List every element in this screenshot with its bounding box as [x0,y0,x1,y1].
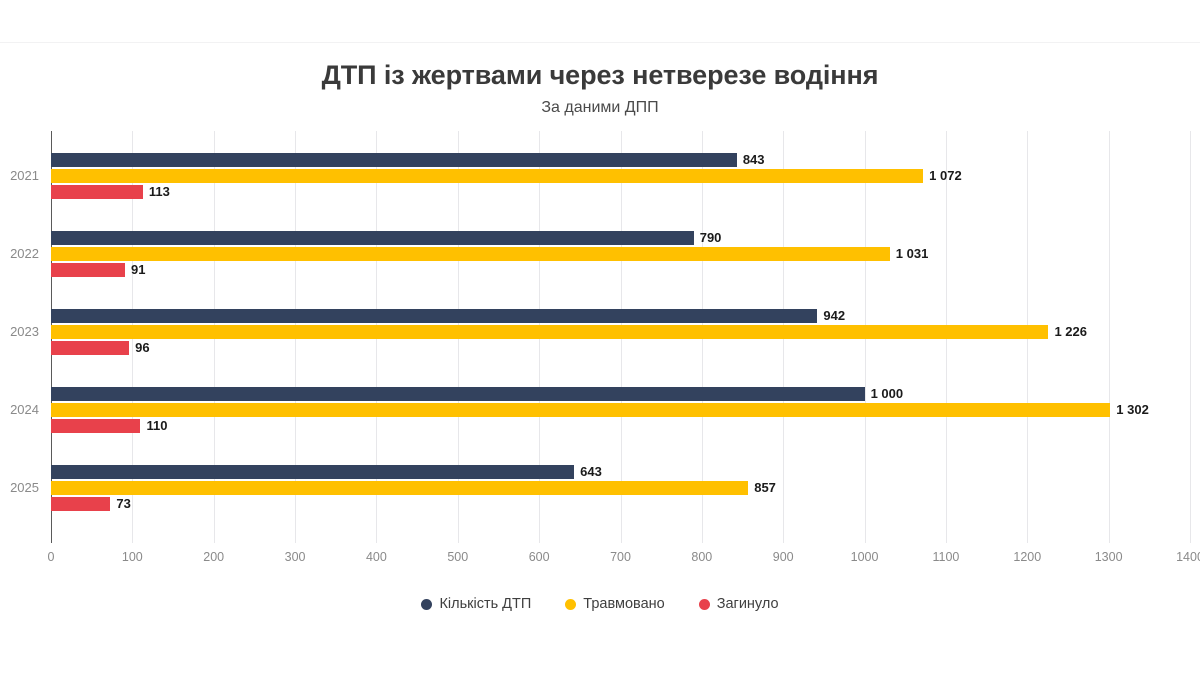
bar-value-label: 857 [754,480,776,495]
gridline [1108,131,1110,543]
y-axis-tick-label: 2025 [10,480,39,495]
x-axis-tick-label: 300 [284,550,306,564]
chart-subtitle: За даними ДПП [541,99,659,116]
legend-label: Травмовано [583,596,665,612]
bar-value-label: 1 072 [929,168,962,183]
bar-value-label: 110 [146,418,168,433]
x-axis-tick-label: 800 [691,550,713,564]
x-axis-tick-label: 1300 [1094,550,1123,564]
legend-item[interactable]: Травмовано [565,596,665,612]
x-axis-tick-label: 600 [528,550,550,564]
bar[interactable] [51,153,737,167]
bar-group: 2023 942 1 226 96 [10,308,1190,355]
x-axis-tick-label: 0 [47,550,55,564]
legend-label: Кількість ДТП [439,596,532,612]
circle-marker [698,598,710,610]
bar-value-label: 843 [742,152,765,167]
bar[interactable] [51,231,694,245]
y-axis-tick-label: 2024 [10,402,39,417]
bar-group: 2025 643 857 73 [10,464,1190,511]
x-axis-tick-label: 700 [610,550,631,564]
x-axis-tick-label: 900 [772,550,794,564]
bar-value-label: 91 [131,262,146,277]
legend-item[interactable]: Загинуло [698,596,779,612]
bar-value-label: 1 302 [1116,402,1149,417]
bar-group: 2021 843 1 072 113 [10,152,1190,199]
bar-value-label: 643 [580,464,602,479]
x-axis-tick-label: 500 [447,550,469,564]
x-axis-tick-label: 100 [121,550,143,564]
bar[interactable] [51,403,1111,417]
bar[interactable] [51,465,575,479]
y-axis-tick-label: 2021 [10,168,39,183]
chart-legend: Кількість ДТП Травмовано Загинуло [0,596,1200,612]
bar-value-label: 1 000 [870,386,904,401]
y-axis-tick-label: 2022 [10,246,39,261]
bar-value-label: 96 [135,340,150,355]
circle-marker [565,598,577,610]
bar-value-label: 73 [116,496,131,511]
chart-title: ДТП із жертвами через нетверезе водіння [321,60,879,90]
bar-value-label: 942 [823,308,846,323]
bar[interactable] [51,263,126,277]
header-divider [0,42,1200,43]
x-axis-tick-label: 1200 [1013,550,1042,564]
x-axis-tick-label: 1400 [1176,550,1200,564]
bar-value-label: 113 [148,184,170,199]
legend-label: Загинуло [716,596,779,612]
x-axis-tick-label: 1100 [932,550,960,564]
bar[interactable] [51,325,1049,339]
bar[interactable] [51,309,818,323]
bar[interactable] [51,481,749,495]
bar-value-label: 790 [699,230,722,245]
x-axis-tick-label: 200 [203,550,225,564]
gridline [1190,131,1191,543]
bar[interactable] [51,419,141,433]
bar[interactable] [51,341,130,355]
bar[interactable] [51,387,865,401]
x-axis-tick-label: 1000 [850,550,879,564]
bar-value-label: 1 226 [1054,324,1087,339]
bar-value-label: 1 031 [895,246,929,261]
bar[interactable] [51,185,143,199]
bar-group: 2022 790 1 031 91 [10,230,1190,277]
x-axis-tick-label: 400 [365,550,387,564]
bar[interactable] [51,169,924,183]
bar[interactable] [51,497,111,511]
plot-area: 0 100 200 300 400 500 600 700 800 900 1000 1100 1200… [10,131,1200,564]
bar[interactable] [51,247,890,261]
circle-marker [421,598,433,610]
bar-group: 2024 1 000 1 302 110 [10,386,1190,433]
legend-item[interactable]: Кількість ДТП [421,596,531,612]
y-axis-tick-label: 2023 [10,324,39,339]
